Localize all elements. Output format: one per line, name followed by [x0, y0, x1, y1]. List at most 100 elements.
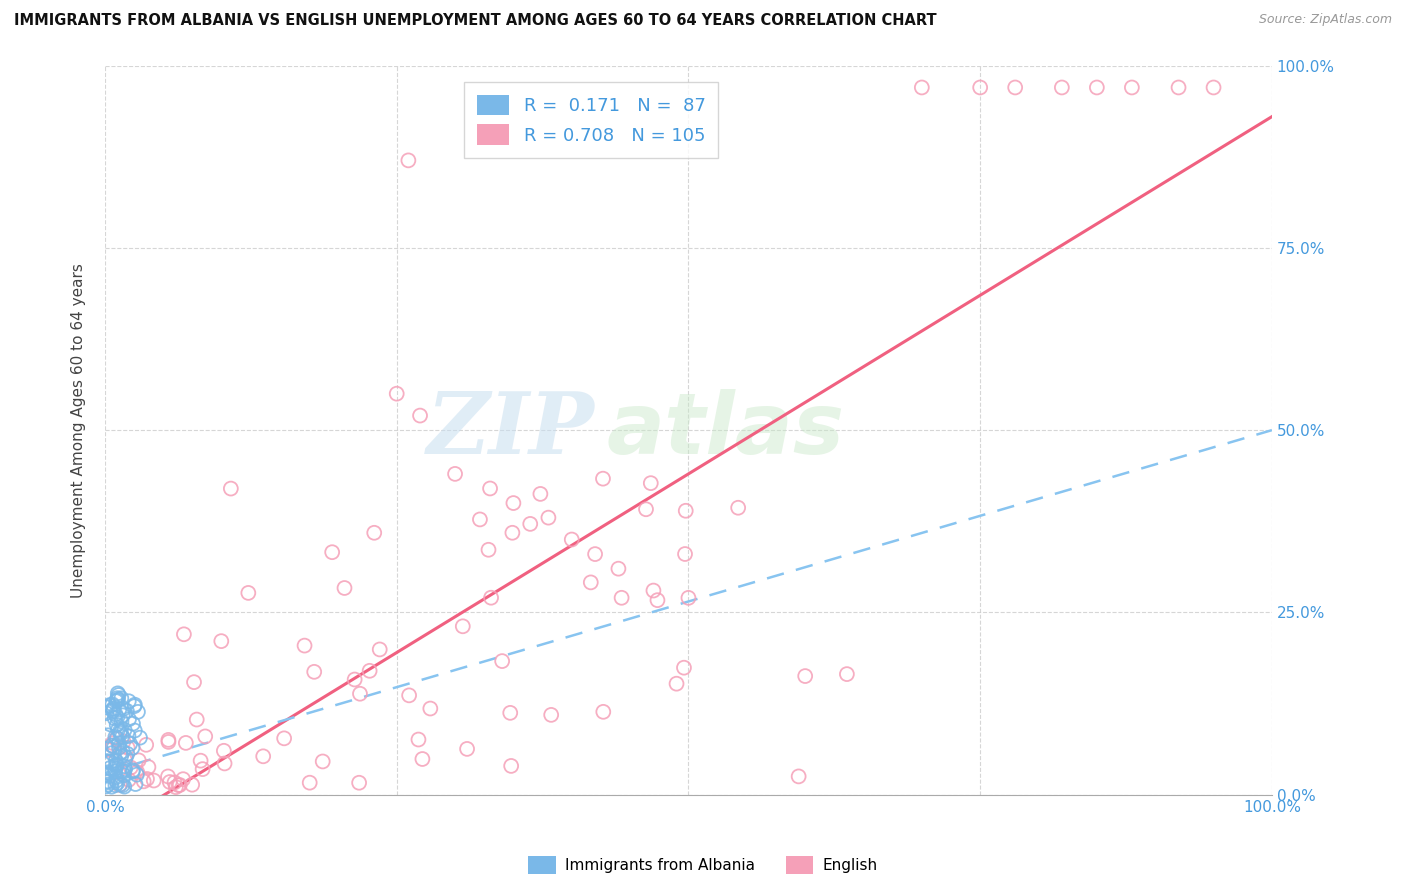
Point — [529, 487, 551, 501]
Point — [214, 756, 236, 771]
Point — [1085, 80, 1108, 95]
Point — [124, 699, 146, 714]
Text: IMMIGRANTS FROM ALBANIA VS ENGLISH UNEMPLOYMENT AMONG AGES 60 TO 64 YEARS CORREL: IMMIGRANTS FROM ALBANIA VS ENGLISH UNEMP… — [14, 13, 936, 29]
Point — [111, 730, 134, 744]
Point — [128, 753, 150, 767]
Point — [302, 665, 325, 679]
Point — [191, 762, 214, 776]
Point — [108, 724, 131, 739]
Point — [108, 737, 131, 751]
Point — [183, 675, 205, 690]
Point — [238, 586, 260, 600]
Point — [127, 705, 149, 719]
Point — [112, 734, 135, 748]
Point — [640, 476, 662, 491]
Point — [97, 765, 120, 780]
Point — [98, 769, 121, 783]
Point — [727, 500, 749, 515]
Point — [103, 702, 125, 716]
Point — [105, 757, 128, 772]
Point — [96, 700, 118, 714]
Point — [132, 774, 155, 789]
Point — [115, 750, 138, 764]
Point — [444, 467, 467, 481]
Point — [468, 512, 491, 526]
Point — [174, 736, 197, 750]
Point — [181, 778, 204, 792]
Point — [112, 759, 135, 773]
Point — [100, 761, 122, 775]
Point — [1004, 80, 1026, 95]
Point — [129, 731, 152, 745]
Point — [1050, 80, 1073, 95]
Point — [165, 780, 187, 794]
Point — [124, 698, 146, 712]
Point — [911, 80, 934, 95]
Text: atlas: atlas — [607, 389, 845, 472]
Point — [349, 687, 371, 701]
Point — [835, 667, 858, 681]
Point — [105, 731, 128, 745]
Point — [114, 762, 136, 776]
Point — [125, 767, 148, 781]
Point — [100, 739, 122, 753]
Point — [561, 533, 583, 547]
Point — [110, 749, 132, 764]
Point — [368, 642, 391, 657]
Point — [610, 591, 633, 605]
Point — [103, 739, 125, 754]
Point — [172, 772, 194, 787]
Point — [138, 760, 160, 774]
Point — [157, 735, 180, 749]
Point — [396, 153, 419, 168]
Point — [114, 723, 136, 737]
Point — [97, 728, 120, 742]
Point — [499, 706, 522, 720]
Point — [108, 726, 131, 740]
Point — [104, 711, 127, 725]
Point — [794, 669, 817, 683]
Legend: R =  0.171   N =  87, R = 0.708   N = 105: R = 0.171 N = 87, R = 0.708 N = 105 — [464, 82, 718, 158]
Point — [104, 778, 127, 792]
Legend: Immigrants from Albania, English: Immigrants from Albania, English — [523, 850, 883, 880]
Point — [121, 764, 143, 779]
Point — [107, 723, 129, 737]
Point — [98, 717, 121, 731]
Point — [118, 712, 141, 726]
Point — [477, 542, 499, 557]
Point — [333, 581, 356, 595]
Point — [592, 472, 614, 486]
Point — [1202, 80, 1225, 95]
Point — [100, 780, 122, 794]
Point — [273, 731, 295, 746]
Point — [665, 676, 688, 690]
Point — [105, 770, 128, 784]
Point — [501, 525, 523, 540]
Point — [456, 742, 478, 756]
Point — [101, 698, 124, 712]
Point — [190, 754, 212, 768]
Point — [673, 547, 696, 561]
Point — [675, 504, 697, 518]
Point — [117, 740, 139, 755]
Point — [112, 701, 135, 715]
Point — [398, 689, 420, 703]
Point — [343, 673, 366, 687]
Point — [359, 664, 381, 678]
Point — [127, 765, 149, 780]
Point — [104, 764, 127, 779]
Point — [96, 774, 118, 789]
Point — [107, 686, 129, 700]
Point — [105, 758, 128, 772]
Point — [105, 718, 128, 732]
Point — [101, 739, 124, 753]
Point — [97, 698, 120, 713]
Point — [117, 747, 139, 761]
Point — [607, 562, 630, 576]
Point — [107, 688, 129, 702]
Point — [108, 778, 131, 792]
Point — [108, 746, 131, 760]
Point — [110, 714, 132, 729]
Point — [105, 710, 128, 724]
Point — [385, 386, 408, 401]
